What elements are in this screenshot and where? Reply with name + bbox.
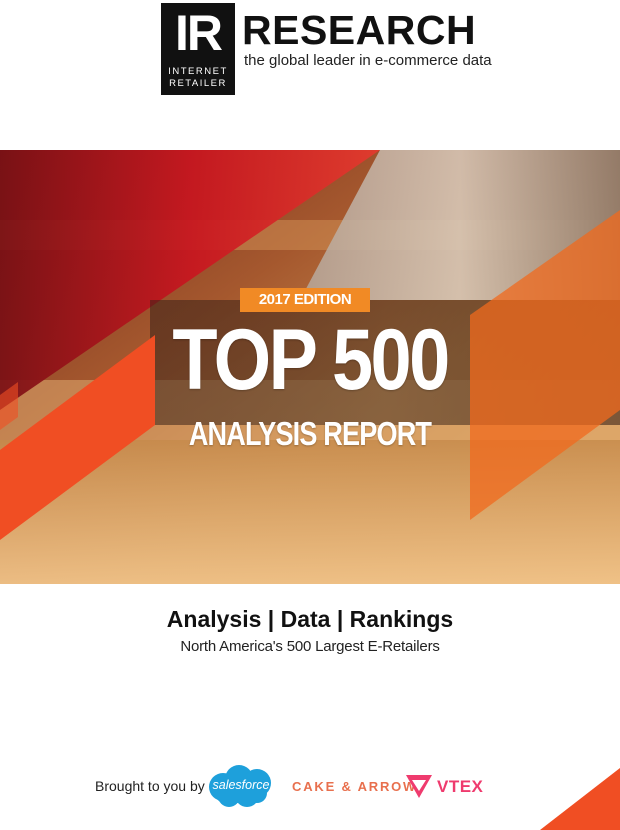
internet-retailer-logo: IR INTERNET RETAILER bbox=[161, 3, 235, 95]
tagline: the global leader in e-commerce data bbox=[244, 52, 492, 69]
cake-arrow-logo: CAKE & ARROW bbox=[292, 779, 418, 794]
logo-line-retailer: RETAILER bbox=[169, 78, 227, 89]
sponsors-intro: Brought to you by bbox=[95, 778, 205, 794]
cover-background bbox=[0, 150, 620, 584]
logo-line-internet: INTERNET bbox=[168, 66, 228, 77]
description: North America's 500 Largest E-Retailers bbox=[180, 638, 440, 655]
research-title: RESEARCH bbox=[242, 7, 477, 53]
cover-title: TOP 500 bbox=[172, 312, 450, 408]
cover-subtitle: ANALYSIS REPORT bbox=[188, 415, 432, 452]
edition-badge: 2017 EDITION bbox=[240, 288, 370, 312]
vtex-logo-text: VTEX bbox=[437, 777, 484, 796]
salesforce-label: salesforce bbox=[212, 778, 270, 792]
cover-image bbox=[0, 150, 620, 584]
logo-initials: IR bbox=[175, 5, 223, 61]
subhead: Analysis | Data | Rankings bbox=[166, 606, 454, 632]
corner-accent bbox=[540, 768, 620, 830]
salesforce-cloud-logo bbox=[209, 765, 271, 807]
vtex-icon bbox=[406, 775, 432, 798]
